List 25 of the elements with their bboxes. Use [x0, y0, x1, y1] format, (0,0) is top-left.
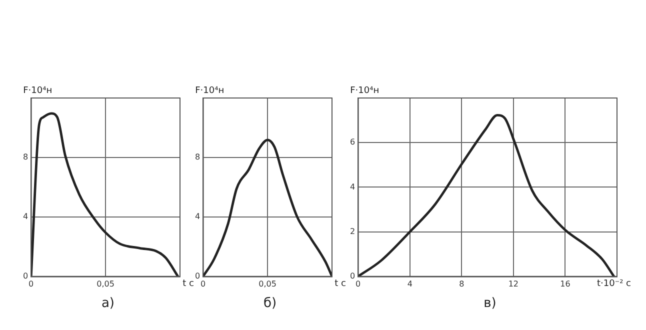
y-axis-title: F·10⁴н [195, 86, 224, 96]
y-tick-label: 4 [350, 182, 356, 192]
text: б) [262, 296, 278, 311]
y-tick-label: 0 [350, 271, 356, 280]
y-tick-label: 2 [350, 226, 356, 236]
x-axis-title: t с [182, 279, 194, 290]
y-tick-label: 0 [22, 271, 28, 280]
x-tick-label: 8 [459, 279, 464, 288]
x-tick-label: 16 [560, 279, 570, 288]
x-tick-label: 4 [407, 279, 412, 288]
y-tick-label: 4 [22, 212, 28, 222]
x-tick-label: 0,05 [96, 279, 114, 288]
x-axis-title: t с [334, 279, 346, 290]
y-tick-label: 0 [194, 271, 200, 280]
y-tick-label: 8 [22, 152, 28, 162]
y-tick-label: 6 [350, 138, 356, 147]
text: а) [100, 296, 116, 311]
y-tick-label: 8 [194, 152, 200, 162]
x-axis-title: t·10⁻² с [596, 279, 632, 290]
y-axis-title: F·10⁴н [350, 86, 380, 96]
x-tick-label: 0,05 [258, 279, 276, 288]
text: в) [482, 296, 498, 311]
x-tick-label: 12 [508, 279, 519, 288]
y-tick-label: 4 [194, 212, 200, 222]
y-axis-title: F·10⁴н [23, 86, 52, 96]
